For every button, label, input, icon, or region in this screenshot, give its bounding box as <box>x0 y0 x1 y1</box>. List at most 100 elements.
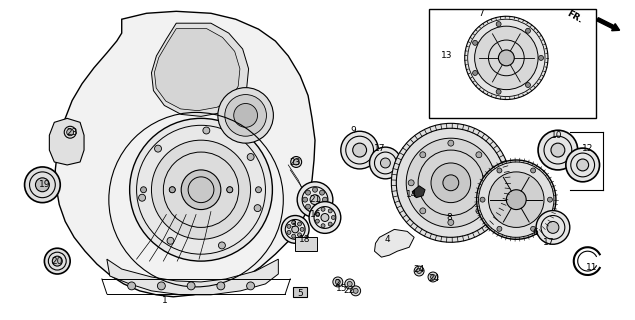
Circle shape <box>566 148 599 182</box>
Circle shape <box>247 154 254 160</box>
Circle shape <box>140 187 147 193</box>
Circle shape <box>474 26 538 90</box>
Text: 12: 12 <box>582 144 593 153</box>
Text: 22: 22 <box>343 286 354 295</box>
Circle shape <box>538 55 544 60</box>
Circle shape <box>496 89 501 94</box>
Circle shape <box>448 220 454 225</box>
Circle shape <box>44 248 70 274</box>
Bar <box>429 9 596 118</box>
Circle shape <box>547 197 552 202</box>
Circle shape <box>420 152 426 158</box>
Circle shape <box>321 224 325 228</box>
Circle shape <box>64 126 76 138</box>
Text: 19: 19 <box>39 180 50 189</box>
Circle shape <box>298 222 302 226</box>
Circle shape <box>312 207 318 212</box>
Polygon shape <box>152 23 249 116</box>
Circle shape <box>353 288 358 293</box>
Circle shape <box>67 129 74 136</box>
Circle shape <box>310 195 320 204</box>
Circle shape <box>157 282 165 290</box>
Circle shape <box>431 275 436 279</box>
Circle shape <box>551 143 565 157</box>
Circle shape <box>203 127 210 134</box>
Circle shape <box>170 187 175 193</box>
Circle shape <box>254 205 261 212</box>
Circle shape <box>328 222 332 226</box>
Circle shape <box>225 95 267 136</box>
Circle shape <box>506 190 526 210</box>
Text: 1: 1 <box>161 296 167 305</box>
Circle shape <box>335 279 340 284</box>
Circle shape <box>297 182 333 218</box>
Circle shape <box>291 156 302 167</box>
Polygon shape <box>375 229 414 257</box>
Polygon shape <box>55 11 315 297</box>
Circle shape <box>154 145 161 152</box>
Bar <box>295 237 317 251</box>
Text: 24: 24 <box>429 275 439 284</box>
Text: 10: 10 <box>551 131 563 140</box>
Circle shape <box>167 237 174 244</box>
Circle shape <box>246 282 255 290</box>
Circle shape <box>414 266 424 276</box>
Circle shape <box>287 230 291 234</box>
Circle shape <box>291 234 296 238</box>
Text: 20: 20 <box>51 257 63 266</box>
Circle shape <box>547 221 559 233</box>
Circle shape <box>347 281 352 286</box>
Circle shape <box>227 187 233 193</box>
Circle shape <box>52 256 62 266</box>
Circle shape <box>130 118 272 261</box>
Text: 5: 5 <box>297 289 303 298</box>
Circle shape <box>281 215 309 243</box>
Text: 7: 7 <box>479 9 485 18</box>
Circle shape <box>380 158 391 168</box>
Circle shape <box>293 159 299 165</box>
Circle shape <box>309 202 341 233</box>
Circle shape <box>538 130 578 170</box>
Text: 15: 15 <box>336 284 347 293</box>
Circle shape <box>298 233 302 237</box>
Circle shape <box>577 159 589 171</box>
Circle shape <box>36 178 50 192</box>
Circle shape <box>321 213 329 221</box>
Polygon shape <box>107 259 278 295</box>
Circle shape <box>181 170 221 210</box>
Text: 17: 17 <box>543 238 555 247</box>
Text: 8: 8 <box>446 213 451 222</box>
Circle shape <box>323 197 328 202</box>
Circle shape <box>488 172 544 228</box>
Circle shape <box>370 147 401 179</box>
Circle shape <box>321 207 325 211</box>
Text: 2: 2 <box>334 279 340 288</box>
Circle shape <box>255 187 262 193</box>
Circle shape <box>496 21 501 27</box>
Circle shape <box>408 180 414 186</box>
Polygon shape <box>154 29 240 111</box>
Circle shape <box>300 228 304 231</box>
Text: FR.: FR. <box>565 9 584 25</box>
Text: 24: 24 <box>413 265 425 274</box>
Circle shape <box>472 40 478 45</box>
Text: 9: 9 <box>351 126 357 135</box>
Text: 6: 6 <box>532 228 538 237</box>
Circle shape <box>428 272 438 282</box>
Circle shape <box>319 204 324 209</box>
Circle shape <box>352 143 366 157</box>
Circle shape <box>303 197 307 202</box>
Circle shape <box>351 286 361 296</box>
Circle shape <box>443 175 458 191</box>
Circle shape <box>420 208 426 214</box>
Circle shape <box>331 215 335 220</box>
Circle shape <box>128 282 136 290</box>
Polygon shape <box>412 186 425 198</box>
Circle shape <box>497 226 502 231</box>
Text: 14: 14 <box>406 190 417 199</box>
Circle shape <box>25 167 60 203</box>
Circle shape <box>138 194 145 201</box>
Circle shape <box>531 226 535 231</box>
Circle shape <box>218 88 274 143</box>
Circle shape <box>305 204 311 209</box>
